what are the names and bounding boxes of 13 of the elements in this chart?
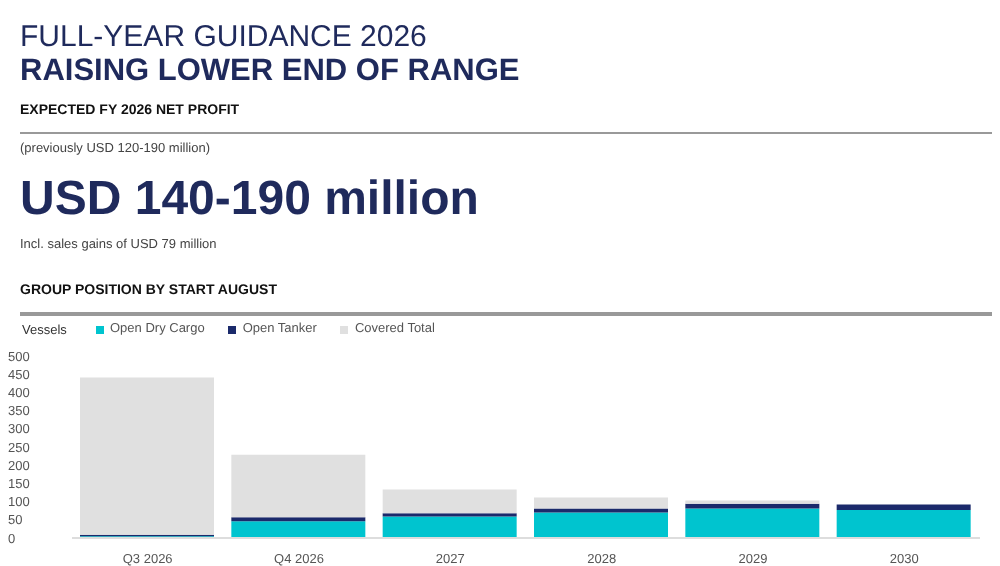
bar bbox=[836, 509, 971, 538]
bar bbox=[685, 508, 820, 538]
bar bbox=[685, 503, 820, 509]
bar bbox=[534, 512, 668, 538]
bar bbox=[382, 489, 517, 514]
chart-title: FULL-YEAR GUIDANCE 2026 bbox=[20, 20, 427, 54]
chart-subtitle: RAISING LOWER END OF RANGE bbox=[20, 54, 520, 90]
bar bbox=[534, 497, 668, 509]
bar bbox=[836, 504, 971, 510]
bar bbox=[231, 521, 366, 538]
text: USD 140-190 million bbox=[20, 172, 479, 227]
bar bbox=[231, 454, 366, 518]
bar bbox=[382, 516, 517, 538]
